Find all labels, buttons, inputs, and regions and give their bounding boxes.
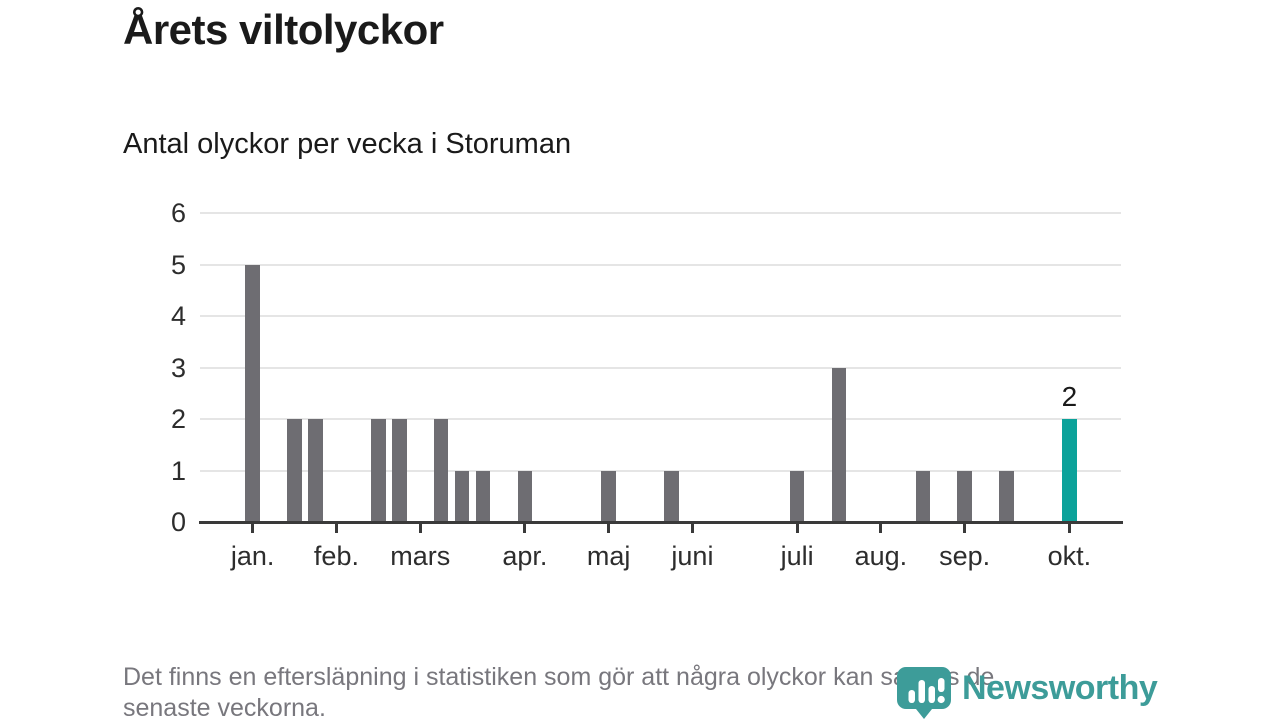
bar-week-1 bbox=[245, 264, 260, 522]
gridline-y-4 bbox=[200, 315, 1121, 317]
x-axis-month-label: mars bbox=[390, 541, 451, 571]
y-axis-tick-label: 1 bbox=[170, 455, 186, 486]
y-axis-tick-label: 4 bbox=[170, 301, 186, 331]
newsworthy-logo: Newsworthy bbox=[896, 664, 1196, 720]
bar-week-37 bbox=[999, 470, 1014, 522]
gridline-y-2 bbox=[200, 418, 1121, 420]
bar-week-33 bbox=[915, 470, 931, 522]
x-axis-line bbox=[199, 520, 1123, 524]
bar-week-29 bbox=[831, 367, 847, 522]
gridline-y-6 bbox=[200, 212, 1121, 214]
x-axis-month-label: sep. bbox=[939, 541, 991, 571]
x-axis-tick bbox=[334, 523, 338, 533]
bar-week-12 bbox=[475, 470, 491, 522]
x-axis-tick bbox=[879, 523, 883, 533]
y-axis-tick-label: 2 bbox=[170, 404, 186, 434]
footer-note-line: senaste veckorna. bbox=[123, 694, 326, 720]
y-axis-tick-label: 3 bbox=[170, 352, 186, 383]
highlight-value-label: 2 bbox=[1061, 381, 1078, 412]
x-axis-tick bbox=[418, 523, 422, 533]
bar-week-highlighted bbox=[1062, 419, 1077, 522]
x-axis-month-label: maj bbox=[586, 541, 631, 571]
x-axis-tick bbox=[251, 523, 255, 533]
x-axis-tick bbox=[690, 523, 694, 533]
x-axis-month-label: juli bbox=[780, 541, 814, 571]
bar-week-18 bbox=[601, 470, 616, 522]
bar-week-21 bbox=[664, 470, 679, 522]
footer-note-line: Det finns en eftersläpning i statistiken… bbox=[123, 663, 995, 691]
x-axis-tick bbox=[607, 523, 611, 533]
gridline-y-5 bbox=[200, 263, 1121, 266]
y-axis-tick-label: 5 bbox=[170, 249, 186, 280]
newsworthy-logo-text: Newsworthy bbox=[962, 669, 1158, 707]
newsworthy-bar-chart-icon bbox=[897, 667, 951, 719]
bar-week-7 bbox=[371, 419, 386, 522]
y-axis-tick-label: 6 bbox=[170, 198, 186, 228]
gridline-y-1 bbox=[200, 469, 1121, 472]
gridline-y-3 bbox=[200, 366, 1121, 369]
x-axis-month-label: juni bbox=[671, 541, 714, 571]
bar-week-3 bbox=[287, 419, 302, 522]
x-axis-month-label: okt. bbox=[1047, 541, 1092, 571]
x-axis-month-label: apr. bbox=[502, 541, 548, 571]
chart-subtitle: Antal olyckor per vecka i Storuman bbox=[123, 128, 572, 160]
x-axis-month-label: feb. bbox=[313, 541, 359, 571]
y-axis-tick-label: 0 bbox=[170, 507, 186, 537]
bar-week-11 bbox=[454, 470, 470, 522]
x-axis-month-label: jan. bbox=[230, 541, 275, 571]
bar-week-14 bbox=[517, 470, 533, 522]
bar-week-10 bbox=[433, 419, 449, 522]
x-axis-tick bbox=[963, 523, 967, 533]
bar-week-27 bbox=[789, 470, 805, 522]
x-axis-tick bbox=[795, 523, 799, 533]
bar-week-8 bbox=[392, 419, 407, 522]
x-axis-month-label: aug. bbox=[854, 541, 908, 571]
footer-note: Det finns en eftersläpning i statistiken… bbox=[123, 662, 994, 720]
bar-week-35 bbox=[957, 470, 972, 522]
x-axis-tick bbox=[1067, 523, 1071, 533]
bar-week-4 bbox=[308, 419, 323, 522]
page-title: Årets viltolyckor bbox=[123, 6, 444, 53]
x-axis-tick bbox=[523, 523, 527, 533]
